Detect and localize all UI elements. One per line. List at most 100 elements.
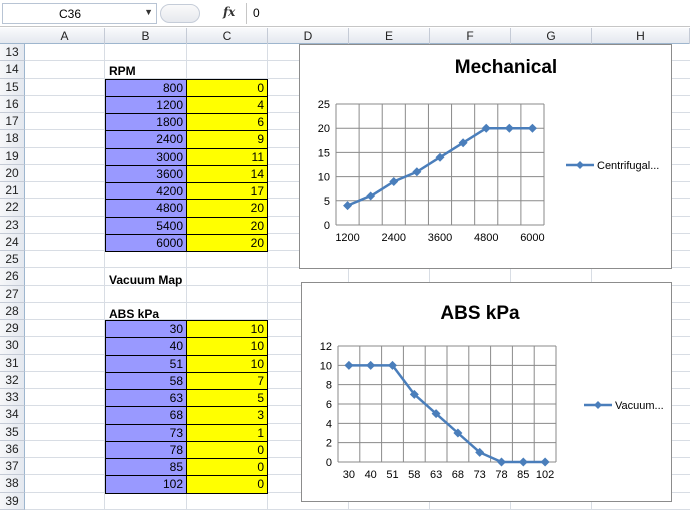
row-header-22[interactable]: 22	[0, 199, 25, 217]
rpm-key-cell[interactable]: 800	[105, 78, 187, 97]
column-header-b[interactable]: B	[105, 28, 187, 44]
row-header-33[interactable]: 33	[0, 389, 25, 407]
rpm-value-cell[interactable]: 0	[186, 78, 268, 97]
rpm-key-cell[interactable]: 6000	[105, 233, 187, 252]
row-header-15[interactable]: 15	[0, 78, 25, 96]
rpm-value-cell[interactable]: 20	[186, 199, 268, 218]
abs-key-cell[interactable]: 73	[105, 423, 187, 442]
formula-input[interactable]: 0	[246, 3, 690, 24]
x-tick-label: 63	[430, 469, 442, 481]
x-tick-label: 102	[536, 469, 554, 481]
rpm-key-cell[interactable]: 5400	[105, 216, 187, 235]
function-icon[interactable]: fx	[223, 5, 236, 19]
abs-key-cell[interactable]: 40	[105, 337, 187, 356]
abs-value-cell[interactable]: 1	[186, 423, 268, 442]
data-point	[366, 360, 376, 370]
column-header-g[interactable]: G	[511, 28, 592, 44]
rpm-value-cell[interactable]: 20	[186, 216, 268, 235]
data-point	[344, 360, 354, 370]
abs-value-cell[interactable]: 10	[186, 354, 268, 373]
rpm-key-cell[interactable]: 1200	[105, 95, 187, 114]
abs-value-cell[interactable]: 0	[186, 458, 268, 477]
abs-key-cell[interactable]: 58	[105, 371, 187, 390]
row-header-20[interactable]: 20	[0, 164, 25, 182]
rpm-key-cell[interactable]: 3000	[105, 147, 187, 166]
rpm-value-cell[interactable]: 11	[186, 147, 268, 166]
row-header-13[interactable]: 13	[0, 44, 25, 62]
abs-key-cell[interactable]: 85	[105, 458, 187, 477]
rpm-label[interactable]: RPM	[109, 64, 136, 78]
name-box[interactable]: C36 ▼	[2, 3, 157, 24]
row-header-17[interactable]: 17	[0, 113, 25, 131]
abs-value-cell[interactable]: 3	[186, 406, 268, 425]
abs-kpa-label[interactable]: ABS kPa	[109, 307, 160, 321]
row-header-21[interactable]: 21	[0, 182, 25, 200]
row-header-34[interactable]: 34	[0, 406, 25, 424]
legend-label: Vacuum...	[615, 400, 664, 412]
abs-value-cell[interactable]: 5	[186, 389, 268, 408]
data-point	[389, 176, 399, 186]
row-header-29[interactable]: 29	[0, 320, 25, 338]
row-header-31[interactable]: 31	[0, 354, 25, 372]
y-tick-label: 5	[324, 196, 330, 208]
y-tick-label: 0	[326, 457, 332, 469]
rpm-key-cell[interactable]: 4200	[105, 182, 187, 201]
rpm-value-cell[interactable]: 9	[186, 130, 268, 149]
row-header-39[interactable]: 39	[0, 492, 25, 510]
abs-kpa-chart[interactable]: ABS kPa 0 2 4 6 8 10 12 30 40 51 58 63 68 73 78 85 102 Vac…	[301, 282, 672, 502]
rpm-key-cell[interactable]: 4800	[105, 199, 187, 218]
row-header-32[interactable]: 32	[0, 371, 25, 389]
y-tick-label: 10	[318, 172, 330, 184]
column-header-f[interactable]: F	[430, 28, 511, 44]
mechanical-chart[interactable]: Mechanical 0 5 10 15 20 25 1200 2400 3600 4800 6000…	[299, 44, 672, 269]
chevron-down-icon[interactable]: ▼	[144, 7, 153, 17]
row-header-19[interactable]: 19	[0, 147, 25, 165]
rpm-value-cell[interactable]: 20	[186, 233, 268, 252]
row-header-30[interactable]: 30	[0, 337, 25, 355]
row-header-27[interactable]: 27	[0, 285, 25, 303]
column-header-e[interactable]: E	[349, 28, 430, 44]
abs-value-cell[interactable]: 7	[186, 371, 268, 390]
row-header-24[interactable]: 24	[0, 233, 25, 251]
x-tick-label: 6000	[520, 232, 544, 244]
abs-key-cell[interactable]: 51	[105, 354, 187, 373]
rpm-value-cell[interactable]: 6	[186, 113, 268, 132]
row-header-35[interactable]: 35	[0, 423, 25, 441]
column-header-c[interactable]: C	[187, 28, 268, 44]
rpm-value-cell[interactable]: 14	[186, 164, 268, 183]
row-header-25[interactable]: 25	[0, 251, 25, 269]
data-point	[435, 152, 445, 162]
abs-value-cell[interactable]: 0	[186, 440, 268, 459]
abs-key-cell[interactable]: 68	[105, 406, 187, 425]
legend-label: Centrifugal...	[597, 160, 659, 172]
abs-value-cell[interactable]: 10	[186, 320, 268, 339]
abs-key-cell[interactable]: 63	[105, 389, 187, 408]
y-tick-label: 15	[318, 147, 330, 159]
row-header-26[interactable]: 26	[0, 268, 25, 286]
row-header-37[interactable]: 37	[0, 458, 25, 476]
column-header-a[interactable]: A	[25, 28, 105, 44]
column-header-h[interactable]: H	[592, 28, 690, 44]
column-header-d[interactable]: D	[268, 28, 349, 44]
row-header-38[interactable]: 38	[0, 475, 25, 493]
rpm-key-cell[interactable]: 3600	[105, 164, 187, 183]
rpm-key-cell[interactable]: 1800	[105, 113, 187, 132]
x-tick-label: 40	[365, 469, 377, 481]
row-header-28[interactable]: 28	[0, 302, 25, 320]
abs-key-cell[interactable]: 78	[105, 440, 187, 459]
rpm-key-cell[interactable]: 2400	[105, 130, 187, 149]
abs-key-cell[interactable]: 102	[105, 475, 187, 494]
row-header-36[interactable]: 36	[0, 440, 25, 458]
row-header-23[interactable]: 23	[0, 216, 25, 234]
abs-value-cell[interactable]: 0	[186, 475, 268, 494]
rpm-value-cell[interactable]: 17	[186, 182, 268, 201]
abs-key-cell[interactable]: 30	[105, 320, 187, 339]
data-point	[518, 457, 528, 467]
rpm-value-cell[interactable]: 4	[186, 95, 268, 114]
row-header-16[interactable]: 16	[0, 95, 25, 113]
abs-value-cell[interactable]: 10	[186, 337, 268, 356]
row-header-14[interactable]: 14	[0, 61, 25, 79]
vacuum-map-label[interactable]: Vacuum Map	[109, 273, 183, 287]
row-header-18[interactable]: 18	[0, 130, 25, 148]
